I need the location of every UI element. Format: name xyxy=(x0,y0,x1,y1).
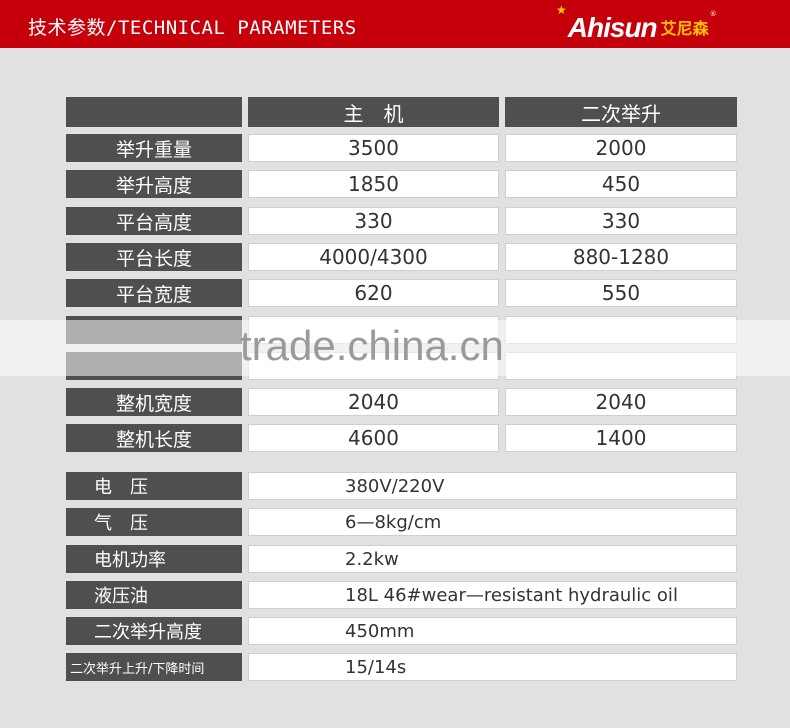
row-value: 15/14s xyxy=(248,653,737,681)
row-label: 二次举升上升/下降时间 xyxy=(66,653,242,681)
table-row: 电 压 380V/220V xyxy=(66,472,737,500)
secondary-value: 330 xyxy=(505,207,737,235)
watermark: trade.china.cn xyxy=(0,320,790,376)
row-value: 2.2kw xyxy=(248,545,737,573)
row-value: 6—8kg/cm xyxy=(248,508,737,536)
table-row: 二次举升高度 450mm xyxy=(66,617,737,645)
row-label: 电机功率 xyxy=(66,545,242,573)
secondary-value: 880-1280 xyxy=(505,243,737,271)
row-label: 整机宽度 xyxy=(66,388,242,416)
row-value: 450mm xyxy=(248,617,737,645)
logo-text: Ahisun xyxy=(567,12,658,43)
table-row: 平台长度 4000/4300 880-1280 xyxy=(66,243,737,271)
row-value: 380V/220V xyxy=(248,472,737,500)
row-label: 平台高度 xyxy=(66,207,242,235)
header-cell xyxy=(66,97,242,127)
secondary-value: 1400 xyxy=(505,424,737,452)
watermark-text: trade.china.cn xyxy=(240,322,504,369)
page-title: 技术参数/TECHNICAL PARAMETERS xyxy=(28,17,357,39)
row-label: 二次举升高度 xyxy=(66,617,242,645)
main-value: 3500 xyxy=(248,134,499,162)
main-value: 2040 xyxy=(248,388,499,416)
row-label: 平台宽度 xyxy=(66,279,242,307)
table-row: 平台宽度 620 550 xyxy=(66,279,737,307)
row-label: 整机长度 xyxy=(66,424,242,452)
table-header-row: 主 机 二次举升 xyxy=(66,97,737,127)
registered-icon: ® xyxy=(709,10,717,18)
table-row: 举升重量 3500 2000 xyxy=(66,134,737,162)
main-value: 330 xyxy=(248,207,499,235)
table-row: 整机宽度 2040 2040 xyxy=(66,388,737,416)
header-cell: 主 机 xyxy=(248,97,499,127)
main-value: 1850 xyxy=(248,170,499,198)
star-icon: ★ xyxy=(556,3,567,17)
table-row: 二次举升上升/下降时间 15/14s xyxy=(66,653,737,681)
table-row: 液压油 18L 46#wear—resistant hydraulic oil xyxy=(66,581,737,609)
brand-logo: ★ Ahisun 艾尼森 ® xyxy=(556,4,717,44)
secondary-value: 2000 xyxy=(505,134,737,162)
row-label: 举升高度 xyxy=(66,170,242,198)
main-value: 4000/4300 xyxy=(248,243,499,271)
secondary-value: 450 xyxy=(505,170,737,198)
header-cell: 二次举升 xyxy=(505,97,737,127)
logo-cn: 艾尼森 xyxy=(660,19,709,38)
table-row: 举升高度 1850 450 xyxy=(66,170,737,198)
row-label: 电 压 xyxy=(66,472,242,500)
row-label: 气 压 xyxy=(66,508,242,536)
main-value: 4600 xyxy=(248,424,499,452)
table-row: 电机功率 2.2kw xyxy=(66,545,737,573)
row-label: 液压油 xyxy=(66,581,242,609)
table-row: 整机长度 4600 1400 xyxy=(66,424,737,452)
row-label: 举升重量 xyxy=(66,134,242,162)
row-value: 18L 46#wear—resistant hydraulic oil xyxy=(248,581,737,609)
table-row: 气 压 6—8kg/cm xyxy=(66,508,737,536)
header-bar: 技术参数/TECHNICAL PARAMETERS ★ Ahisun 艾尼森 ® xyxy=(0,0,790,48)
table-row: 平台高度 330 330 xyxy=(66,207,737,235)
secondary-value: 2040 xyxy=(505,388,737,416)
main-value: 620 xyxy=(248,279,499,307)
row-label: 平台长度 xyxy=(66,243,242,271)
secondary-value: 550 xyxy=(505,279,737,307)
